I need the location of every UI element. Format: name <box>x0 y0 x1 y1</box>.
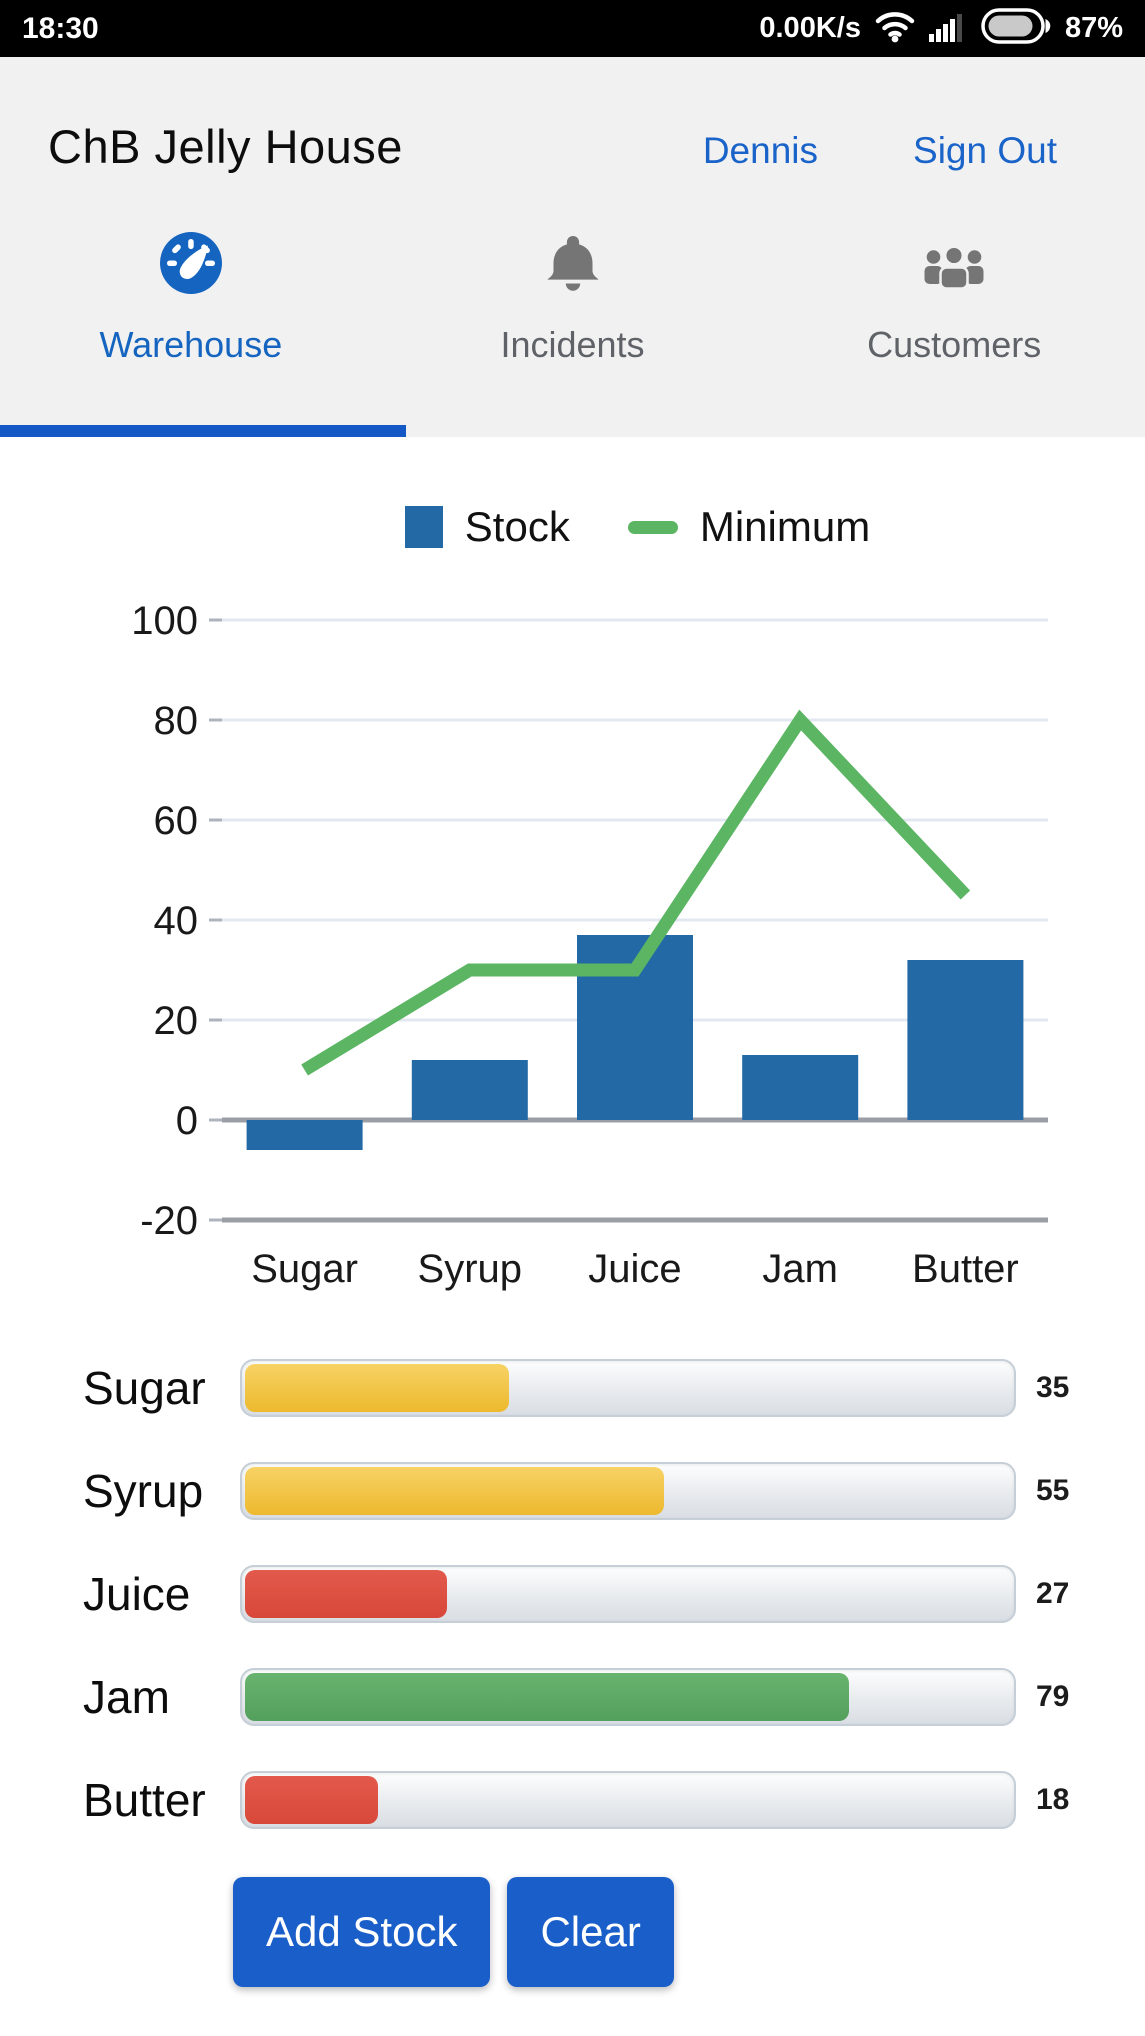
y-axis-label: 0 <box>176 1099 198 1143</box>
stock-row: Butter 18 <box>0 1748 1145 1851</box>
x-axis-label: Butter <box>912 1247 1019 1291</box>
stock-value: 35 <box>1036 1370 1070 1404</box>
y-axis-label: -20 <box>140 1199 198 1243</box>
stock-progressbar <box>240 1564 1016 1623</box>
stock-label: Juice <box>83 1567 191 1620</box>
legend-item-minimum: Minimum <box>627 503 871 551</box>
header-links: Dennis Sign Out <box>703 130 1057 172</box>
y-axis-label: 40 <box>154 899 199 943</box>
stock-progressbar <box>240 1461 1016 1520</box>
tab-customers[interactable]: Customers <box>763 230 1145 366</box>
stock-progress-fill <box>245 1775 378 1824</box>
status-time: 18:30 <box>22 11 99 45</box>
tab-incidents[interactable]: Incidents <box>382 230 764 366</box>
add-stock-button[interactable]: Add Stock <box>233 1877 491 1987</box>
active-tab-underline <box>0 425 406 437</box>
chart-bar-butter <box>907 960 1024 1120</box>
stock-progress-fill <box>245 1466 664 1515</box>
tab-label: Incidents <box>500 324 645 365</box>
stock-row: Juice 27 <box>0 1542 1145 1645</box>
stock-value: 18 <box>1036 1782 1070 1816</box>
stock-label: Jam <box>83 1670 170 1723</box>
chart-bar-syrup <box>411 1060 528 1120</box>
x-axis-label: Juice <box>588 1247 681 1291</box>
y-axis-label: 20 <box>154 999 199 1043</box>
battery-percent: 87% <box>1064 12 1123 44</box>
title-row: ChB Jelly House Dennis Sign Out <box>0 57 1145 174</box>
stock-progressbar <box>240 1770 1016 1829</box>
x-axis-label: Jam <box>762 1247 838 1291</box>
people-icon <box>922 230 986 294</box>
x-axis-label: Sugar <box>251 1247 358 1291</box>
battery-icon <box>981 8 1051 49</box>
stock-label: Butter <box>83 1773 206 1826</box>
stock-value: 55 <box>1036 1473 1070 1507</box>
y-axis-label: 80 <box>154 699 199 743</box>
stock-row: Syrup 55 <box>0 1439 1145 1542</box>
gauge-icon <box>159 230 222 294</box>
tab-label: Warehouse <box>99 324 283 365</box>
status-right: 0.00K/s <box>759 8 1123 49</box>
x-axis-label: Syrup <box>418 1247 523 1291</box>
actions-row: Add Stock Clear <box>233 1877 1145 1987</box>
legend-item-stock: Stock <box>404 503 570 551</box>
signal-icon <box>928 10 967 47</box>
stock-progressbar <box>240 1358 1016 1417</box>
stock-row: Jam 79 <box>0 1645 1145 1748</box>
chart-bar-jam <box>742 1055 859 1120</box>
sign-out-link[interactable]: Sign Out <box>913 130 1057 171</box>
clear-button[interactable]: Clear <box>507 1877 674 1987</box>
stock-chart: 100 80 60 40 20 0 -20 Sugar Syrup Juice Jam Butter <box>131 599 1048 1291</box>
stock-label: Syrup <box>83 1464 204 1517</box>
stock-swatch <box>404 506 443 548</box>
bell-icon <box>546 230 600 294</box>
stock-progress-fill <box>245 1363 510 1412</box>
stock-progressbar <box>240 1667 1016 1726</box>
chart-line-minimum <box>301 709 971 1076</box>
network-speed: 0.00K/s <box>759 12 861 44</box>
legend-label: Stock <box>464 503 570 550</box>
stock-row: Sugar 35 <box>0 1336 1145 1439</box>
wifi-icon <box>875 9 915 48</box>
user-link[interactable]: Dennis <box>702 130 819 171</box>
stock-progress-fill <box>245 1672 849 1721</box>
chart-bar-sugar <box>246 1120 363 1150</box>
app-header: ChB Jelly House Dennis Sign Out <box>0 57 1145 437</box>
legend-label: Minimum <box>699 503 871 550</box>
stock-value: 27 <box>1036 1576 1070 1610</box>
y-axis-label: 100 <box>131 599 198 643</box>
tab-label: Customers <box>867 324 1042 365</box>
stock-list: Sugar 35 Syrup 55 Juice 27 Jam 79 Butter 18 <box>0 1336 1145 1851</box>
stock-label: Sugar <box>83 1361 206 1414</box>
app-title: ChB Jelly House <box>48 120 403 173</box>
tab-bar: Warehouse Incidents <box>0 230 1145 366</box>
chart-legend: Stock Minimum <box>0 503 1145 551</box>
stock-value: 79 <box>1036 1679 1070 1713</box>
tab-warehouse[interactable]: Warehouse <box>0 230 382 366</box>
minimum-swatch <box>627 520 678 534</box>
status-bar: 18:30 0.00K/s <box>0 0 1145 57</box>
y-axis-label: 60 <box>154 799 199 843</box>
stock-progress-fill <box>245 1569 448 1618</box>
